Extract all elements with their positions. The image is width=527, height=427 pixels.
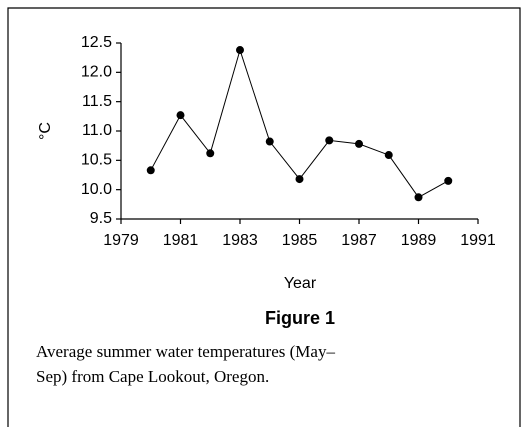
data-point bbox=[146, 166, 155, 175]
y-tick-label: 9.5 bbox=[90, 210, 112, 227]
data-point bbox=[444, 176, 453, 185]
x-tick-label: 1991 bbox=[460, 232, 496, 249]
y-axis-label: °C bbox=[37, 122, 54, 140]
data-point bbox=[206, 149, 215, 158]
y-tick-label: 10.5 bbox=[81, 152, 112, 169]
data-point bbox=[265, 137, 274, 146]
data-point bbox=[355, 139, 363, 148]
y-tick-label: 12.5 bbox=[81, 34, 112, 51]
data-point bbox=[414, 193, 423, 202]
y-tick-label: 10.0 bbox=[81, 181, 112, 198]
x-tick-label: 1981 bbox=[163, 232, 199, 249]
y-tick-label: 11.5 bbox=[82, 93, 112, 110]
x-tick-label: 1987 bbox=[341, 232, 377, 249]
y-tick-label: 12.0 bbox=[81, 64, 112, 81]
figure-frame bbox=[7, 7, 521, 427]
x-tick-label: 1985 bbox=[282, 232, 318, 249]
x-tick-label: 1983 bbox=[222, 232, 258, 249]
caption-line: Average summer water temperatures (May– bbox=[36, 342, 335, 361]
figure-label: Figure 1 bbox=[265, 308, 335, 328]
y-tick-label: 11.0 bbox=[82, 122, 112, 139]
caption-line: Sep) from Cape Lookout, Oregon. bbox=[36, 367, 269, 386]
data-point bbox=[236, 46, 244, 55]
x-axis-label: Year bbox=[284, 275, 317, 292]
x-tick-label: 1989 bbox=[401, 232, 437, 249]
data-point bbox=[295, 175, 304, 184]
data-point bbox=[325, 136, 334, 145]
x-tick-label: 1979 bbox=[103, 232, 139, 249]
data-point bbox=[176, 111, 185, 120]
data-point bbox=[384, 151, 393, 160]
